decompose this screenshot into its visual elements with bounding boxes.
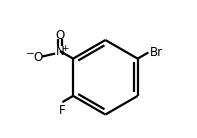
Text: +: + <box>61 43 68 53</box>
Text: $\mathregular{N}$: $\mathregular{N}$ <box>55 45 65 58</box>
Text: Br: Br <box>150 46 163 59</box>
Text: F: F <box>59 104 66 116</box>
Text: O: O <box>55 29 65 42</box>
Text: O: O <box>33 51 43 64</box>
Text: −: − <box>26 49 35 59</box>
